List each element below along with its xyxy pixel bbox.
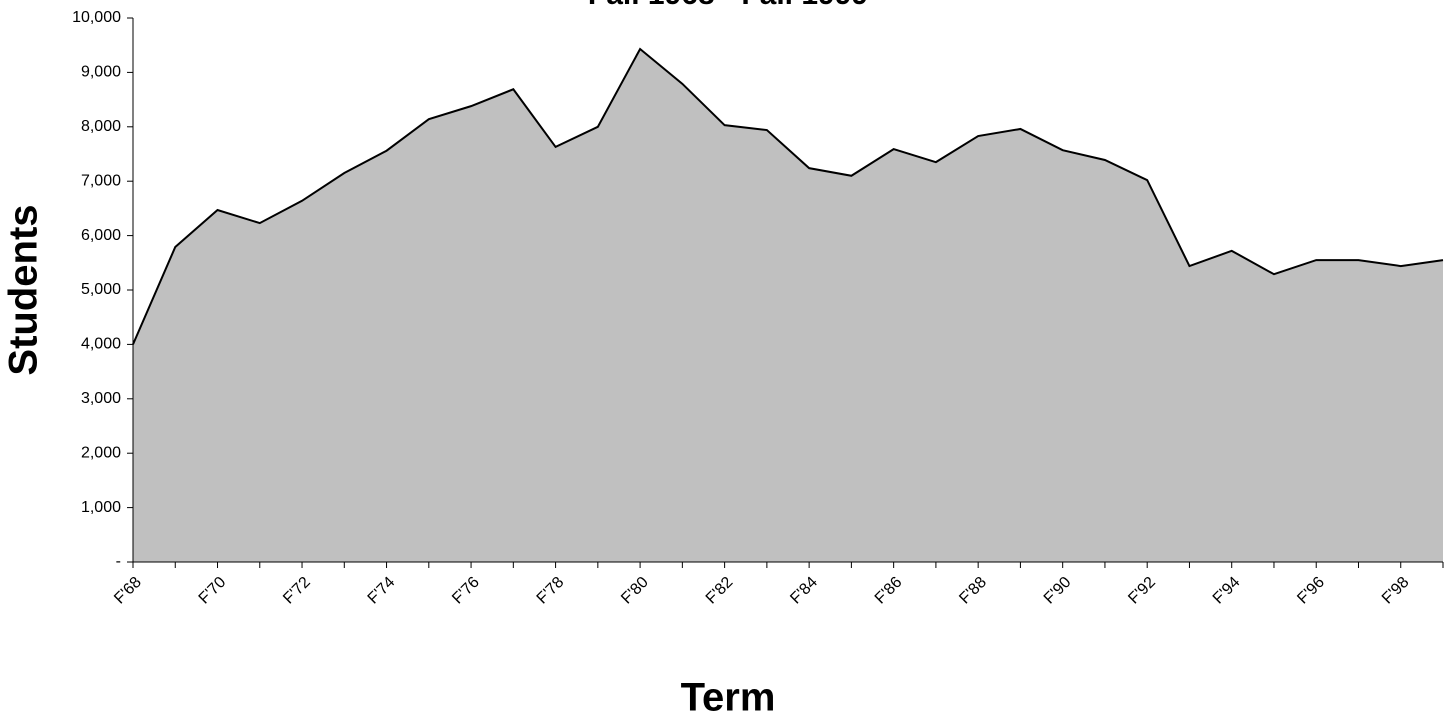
x-tick-label: F'78 bbox=[534, 574, 568, 608]
x-tick-label: F'86 bbox=[872, 574, 906, 608]
y-tick-label: 9,000 bbox=[81, 64, 121, 81]
y-tick-label: - bbox=[116, 553, 121, 570]
x-tick-label: F'74 bbox=[365, 574, 399, 608]
y-tick-label: 5,000 bbox=[81, 281, 121, 298]
x-axis-label: Term bbox=[681, 676, 776, 720]
x-tick-label: F'68 bbox=[111, 574, 145, 608]
x-tick-label: F'92 bbox=[1125, 574, 1159, 608]
y-tick-label: 2,000 bbox=[81, 444, 121, 461]
x-tick-label: F'88 bbox=[956, 574, 990, 608]
x-tick-label: F'96 bbox=[1294, 574, 1328, 608]
y-tick-label: 7,000 bbox=[81, 172, 121, 189]
x-tick-label: F'94 bbox=[1210, 574, 1244, 608]
x-tick-label: F'90 bbox=[1041, 574, 1075, 608]
y-tick-label: 6,000 bbox=[81, 227, 121, 244]
x-tick-label: F'98 bbox=[1379, 574, 1413, 608]
y-tick-label: 4,000 bbox=[81, 336, 121, 353]
y-tick-label: 8,000 bbox=[81, 118, 121, 135]
y-tick-label: 3,000 bbox=[81, 390, 121, 407]
x-tick-label: F'82 bbox=[703, 574, 737, 608]
x-tick-label: F'80 bbox=[618, 574, 652, 608]
chart-title: Fall 1968 - Fall 1999 bbox=[588, 0, 868, 11]
y-tick-label: 10,000 bbox=[72, 9, 121, 26]
y-tick-label: 1,000 bbox=[81, 499, 121, 516]
x-tick-label: F'84 bbox=[787, 574, 821, 608]
x-tick-label: F'76 bbox=[449, 574, 483, 608]
y-axis-label: Students bbox=[2, 204, 46, 375]
area-line bbox=[132, 47, 1444, 345]
area bbox=[133, 49, 1443, 563]
x-tick-label: F'72 bbox=[280, 574, 314, 608]
x-tick-label: F'70 bbox=[196, 574, 230, 608]
